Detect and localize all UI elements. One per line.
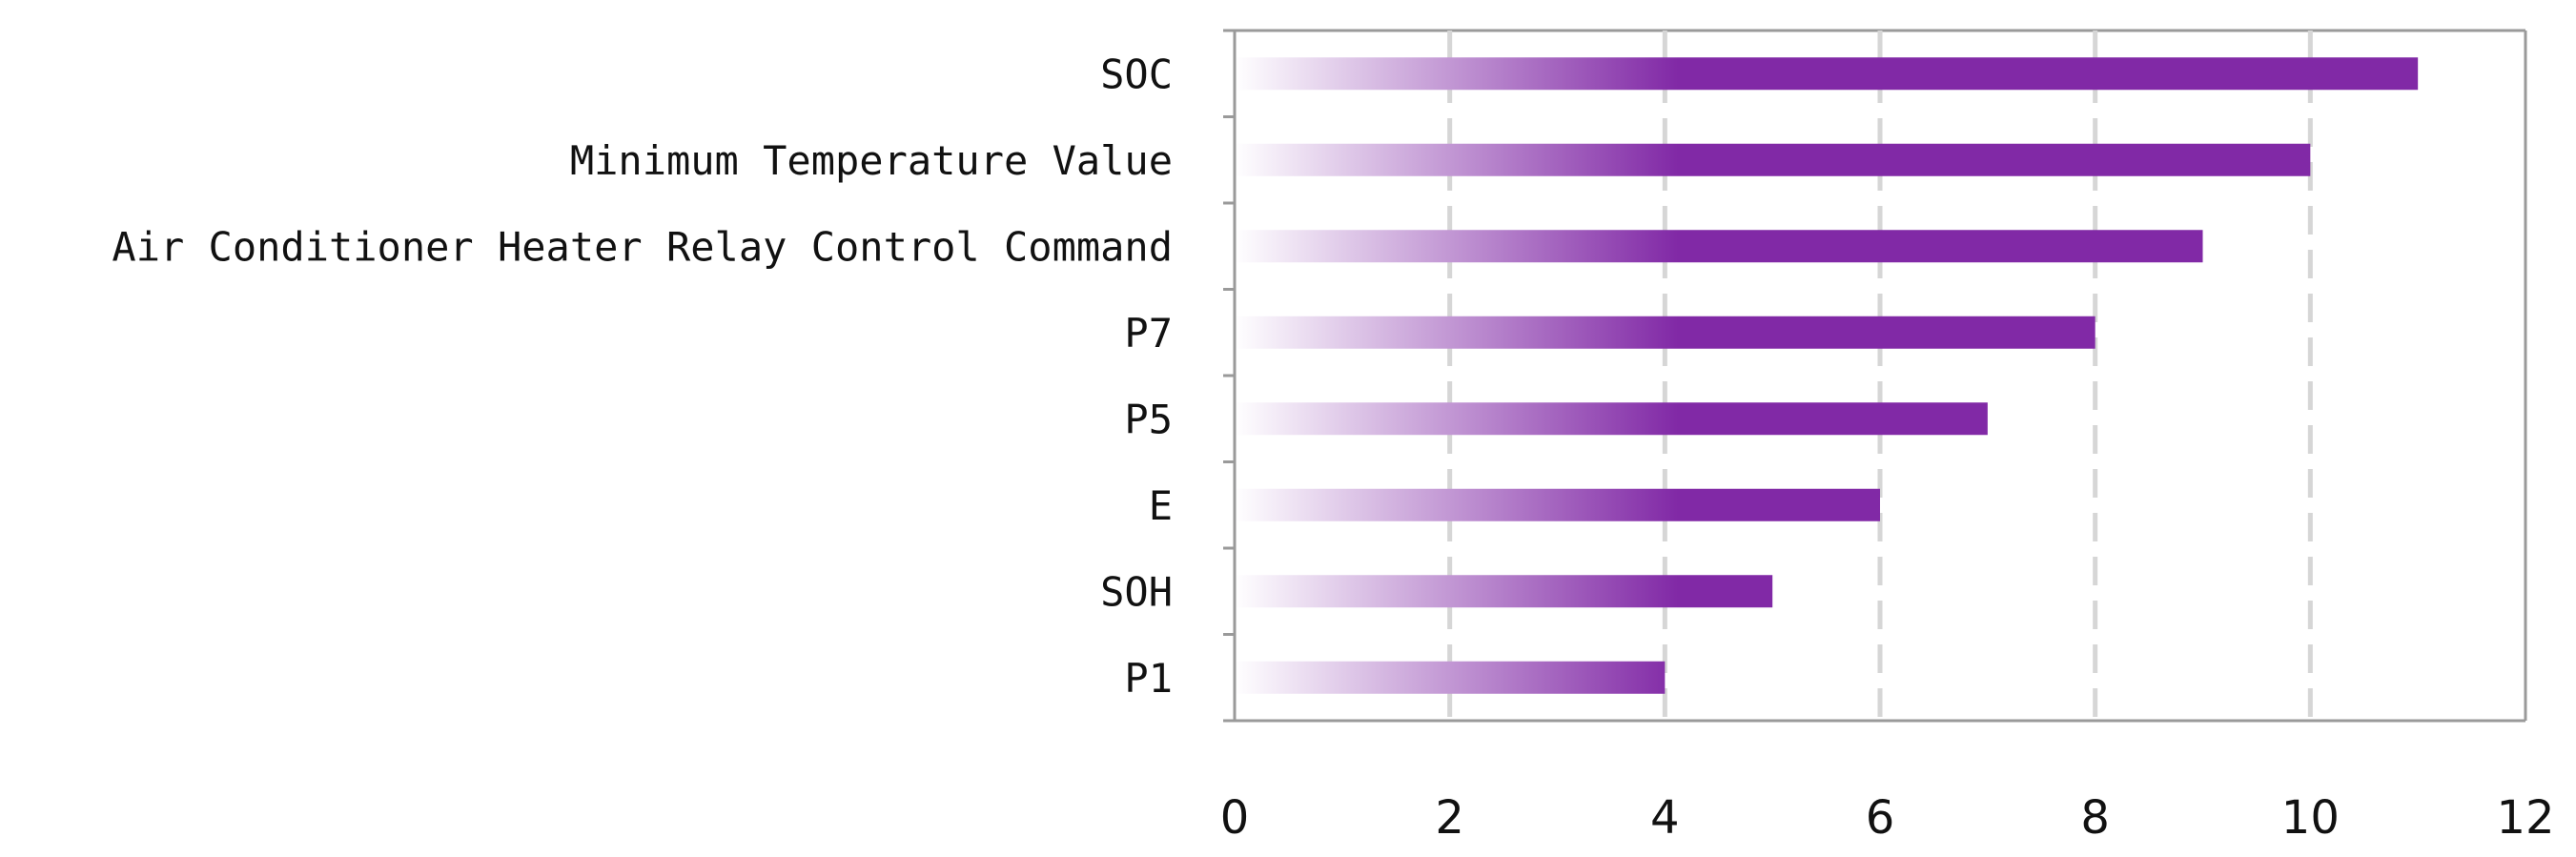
category-label: P5	[1124, 396, 1173, 442]
x-tick-label: 12	[2496, 791, 2554, 845]
category-label: P1	[1124, 655, 1173, 702]
category-label: SOH	[1100, 568, 1173, 615]
bar	[1235, 143, 2311, 176]
category-label: SOC	[1100, 51, 1173, 97]
x-tick-label: 0	[1220, 791, 1250, 845]
category-label: E	[1149, 482, 1173, 529]
x-tick-label: 10	[2281, 791, 2340, 845]
category-label: P7	[1124, 310, 1173, 357]
x-tick-label: 8	[2080, 791, 2110, 845]
x-tick-label: 6	[1866, 791, 1895, 845]
bar	[1235, 661, 1666, 694]
bar	[1235, 316, 2096, 349]
category-label: Air Conditioner Heater Relay Control Com…	[112, 223, 1173, 270]
bar	[1235, 575, 1773, 608]
bar	[1235, 230, 2203, 263]
grid-lines	[1447, 31, 2313, 721]
x-tick-label: 2	[1435, 791, 1464, 845]
category-label: Minimum Temperature Value	[570, 137, 1173, 184]
x-tick-label: 4	[1650, 791, 1680, 845]
bar	[1235, 488, 1880, 521]
y-axis	[1223, 29, 1237, 723]
bar	[1235, 402, 1988, 436]
bars	[1235, 57, 2419, 694]
x-tick-labels: 0 2 4 6 8 10 12	[1220, 791, 2555, 845]
bar	[1235, 57, 2419, 91]
category-labels: SOC Minimum Temperature Value Air Conditio…	[112, 51, 1173, 702]
